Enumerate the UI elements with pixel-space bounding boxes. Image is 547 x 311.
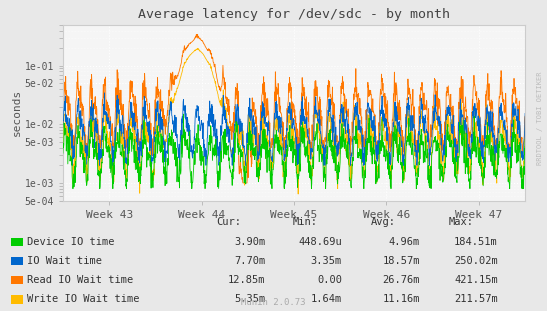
Text: 448.69u: 448.69u <box>298 237 342 247</box>
Text: 421.15m: 421.15m <box>454 275 498 285</box>
Text: Cur:: Cur: <box>216 217 241 227</box>
Text: 18.57m: 18.57m <box>382 256 420 266</box>
Text: 5.35m: 5.35m <box>234 295 265 304</box>
Text: Min:: Min: <box>293 217 318 227</box>
Text: Max:: Max: <box>449 217 474 227</box>
Text: 211.57m: 211.57m <box>454 295 498 304</box>
Text: IO Wait time: IO Wait time <box>27 256 102 266</box>
Text: 250.02m: 250.02m <box>454 256 498 266</box>
Text: Device IO time: Device IO time <box>27 237 115 247</box>
Text: Avg:: Avg: <box>371 217 396 227</box>
Text: 26.76m: 26.76m <box>382 275 420 285</box>
Text: 4.96m: 4.96m <box>389 237 420 247</box>
Text: Munin 2.0.73: Munin 2.0.73 <box>241 298 306 307</box>
Text: 7.70m: 7.70m <box>234 256 265 266</box>
Text: 0.00: 0.00 <box>317 275 342 285</box>
Text: 12.85m: 12.85m <box>228 275 265 285</box>
Text: 3.90m: 3.90m <box>234 237 265 247</box>
Text: 1.64m: 1.64m <box>311 295 342 304</box>
Text: RRDTOOL / TOBI OETIKER: RRDTOOL / TOBI OETIKER <box>537 72 543 165</box>
Title: Average latency for /dev/sdc - by month: Average latency for /dev/sdc - by month <box>138 8 450 21</box>
Y-axis label: seconds: seconds <box>11 89 22 136</box>
Text: Write IO Wait time: Write IO Wait time <box>27 295 140 304</box>
Text: 11.16m: 11.16m <box>382 295 420 304</box>
Text: 3.35m: 3.35m <box>311 256 342 266</box>
Text: 184.51m: 184.51m <box>454 237 498 247</box>
Text: Read IO Wait time: Read IO Wait time <box>27 275 133 285</box>
